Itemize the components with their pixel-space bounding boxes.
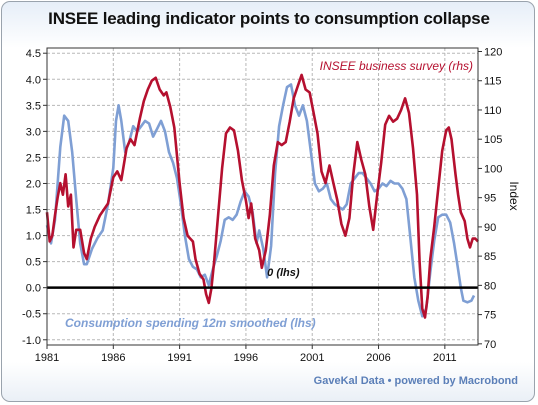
x-tick-label: 2006 (366, 352, 390, 364)
left-tick-label: 4.5 (26, 48, 41, 60)
left-tick-label: -1.0 (22, 335, 41, 347)
x-tick-label: 2001 (300, 352, 324, 364)
x-tick-label: 1996 (234, 352, 258, 364)
right-tick-label: 85 (484, 251, 496, 263)
right-tick-label: 80 (484, 280, 496, 292)
right-axis-label: Index (507, 181, 521, 210)
left-tick-label: -0.5 (22, 309, 41, 321)
x-tick-label: 1986 (101, 352, 125, 364)
plot-border (46, 47, 479, 346)
source-footer: GaveKal Data • powered by Macrobond (313, 375, 518, 387)
right-tick-label: 100 (484, 163, 502, 175)
x-tick-label: 1991 (167, 352, 191, 364)
left-tick-label: 4.0 (26, 74, 41, 86)
zero-annotation: 0 (lhs) (267, 267, 300, 279)
right-tick-label: 120 (484, 47, 502, 59)
x-axis: 1981 1986 1991 1996 2001 2006 2011 (35, 345, 457, 364)
right-tick-label: 115 (484, 76, 502, 88)
chart-title: INSEE leading indicator points to consum… (48, 9, 490, 28)
right-tick-label: 75 (484, 310, 496, 322)
left-tick-label: 0.0 (26, 283, 41, 295)
right-axis: 70 75 80 85 90 95 100 105 110 115 120 (478, 47, 502, 351)
left-tick-label: 3.5 (26, 100, 41, 112)
left-tick-label: 2.5 (26, 152, 41, 164)
x-tick-label: 1981 (35, 352, 59, 364)
left-tick-label: 1.0 (26, 231, 41, 243)
legend-insee-business-survey: INSEE business survey (rhs) (320, 59, 473, 73)
series-lines (45, 73, 479, 319)
plot-area (47, 48, 478, 345)
series-line-consumption-spending (45, 83, 476, 318)
right-tick-label: 70 (484, 339, 496, 351)
x-tick-label: 2011 (433, 352, 457, 364)
left-tick-label: 1.5 (26, 205, 41, 217)
right-tick-label: 90 (484, 222, 496, 234)
right-tick-label: 105 (484, 134, 502, 146)
series-line-insee-business-survey (45, 73, 479, 319)
left-tick-label: 2.0 (26, 178, 41, 190)
left-axis: -1.0 -0.5 0.0 0.5 1.0 1.5 2.0 2.5 3.0 3.5 4.0 4.5 (22, 48, 47, 347)
left-tick-label: 0.5 (26, 257, 41, 269)
left-tick-label: 3.0 (26, 126, 41, 138)
legend-consumption-spending: Consumption spending 12m smoothed (lhs) (65, 316, 316, 330)
right-tick-label: 95 (484, 193, 496, 205)
right-tick-label: 110 (484, 105, 502, 117)
grid-lines (46, 48, 478, 345)
